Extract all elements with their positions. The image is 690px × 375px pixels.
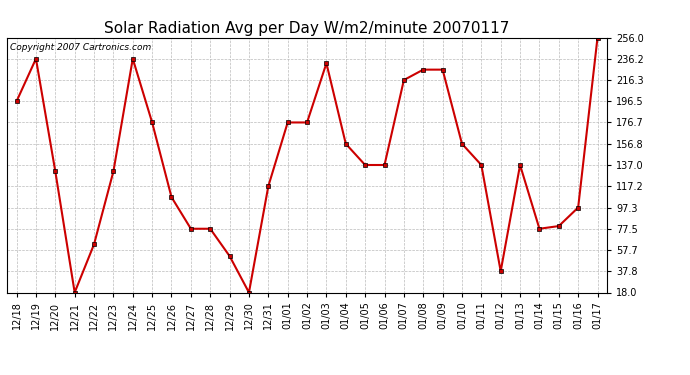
Text: Copyright 2007 Cartronics.com: Copyright 2007 Cartronics.com	[10, 43, 151, 52]
Title: Solar Radiation Avg per Day W/m2/minute 20070117: Solar Radiation Avg per Day W/m2/minute …	[104, 21, 510, 36]
